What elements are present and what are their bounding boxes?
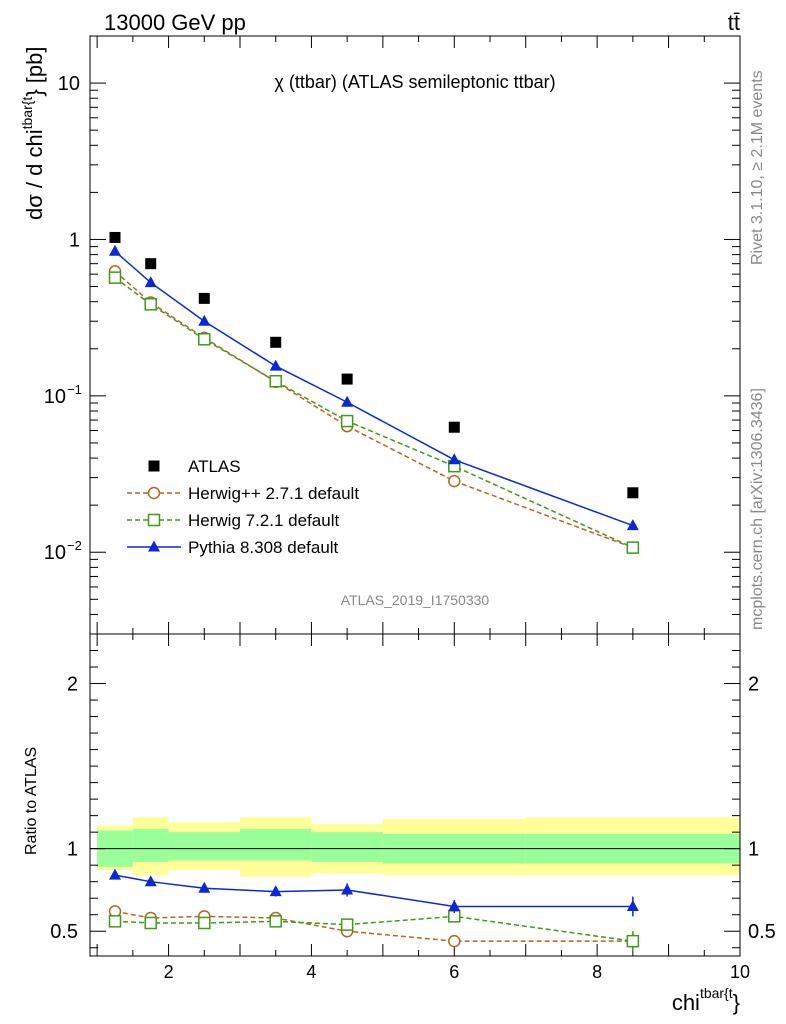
chart-title: χ (ttbar) (ATLAS semileptonic ttbar) xyxy=(274,72,555,92)
series-2-point xyxy=(198,314,211,326)
ratio-series-2-point xyxy=(109,868,121,880)
ratio-frame xyxy=(89,633,741,957)
series-0-point xyxy=(448,474,461,488)
ratio-series-1-point xyxy=(626,934,640,948)
x-tick-label: 10 xyxy=(730,962,750,982)
x-tick-label: 6 xyxy=(449,962,459,982)
ratio-series-line-0 xyxy=(114,910,633,942)
series-1-point xyxy=(269,374,282,388)
series-1-point xyxy=(108,271,122,284)
uncertainty-band-inner xyxy=(240,828,312,861)
atlas-data-point xyxy=(198,292,210,304)
process-label: tt̄ xyxy=(728,10,740,35)
ratio-y-axis-label: Ratio to ATLAS xyxy=(23,747,40,855)
ratio-series-2-point xyxy=(269,885,282,897)
ratio-series-1-point xyxy=(198,916,211,930)
mcplots-url-label: mcplots.cern.ch [arXiv:1306.3436] xyxy=(749,388,766,630)
series-2-point xyxy=(448,453,461,465)
series-1-point xyxy=(198,333,211,346)
y-tick-label: 1 xyxy=(69,229,80,251)
legend-marker-1 xyxy=(147,513,161,527)
x-axis-label: chitbar{t} xyxy=(672,985,740,1015)
y-tick-label: 10 xyxy=(44,386,66,408)
ratio-series-2-point xyxy=(448,899,461,911)
y-tick-label: 10 xyxy=(44,542,66,564)
ratio-series-2-point xyxy=(144,875,157,887)
rivet-version-label: Rivet 3.1.10, ≥ 2.1M events xyxy=(749,70,766,265)
ratio-y-tick-label: 0.5 xyxy=(50,921,78,943)
ratio-series-2-point xyxy=(626,899,639,911)
ratio-series-0-point xyxy=(448,934,461,948)
series-1-point xyxy=(626,541,640,554)
series-2-point xyxy=(109,244,121,256)
atlas-data-point xyxy=(145,258,157,270)
legend-marker-2 xyxy=(148,540,160,552)
ratio-y-tick-label-right: 1 xyxy=(748,839,759,861)
atlas-data-point xyxy=(109,231,121,243)
series-2-point xyxy=(341,395,354,407)
legend-marker-0 xyxy=(147,486,161,500)
atlas-data-point xyxy=(270,336,282,348)
uncertainty-band-inner xyxy=(311,832,383,862)
x-tick-label: 4 xyxy=(306,962,316,982)
legend-marker-atlas xyxy=(148,460,160,472)
ratio-y-tick-label-right: 2 xyxy=(748,674,759,696)
legend-label-0: Herwig++ 2.7.1 default xyxy=(188,484,359,503)
atlas-data-point xyxy=(627,487,639,499)
uncertainty-band-inner xyxy=(132,828,169,862)
ratio-y-tick-label: 1 xyxy=(67,839,78,861)
analysis-id-label: ATLAS_2019_I1750330 xyxy=(341,592,490,608)
y-tick-label: 10 xyxy=(58,73,80,95)
ratio-series-line-1 xyxy=(114,915,633,942)
legend: ATLAS Herwig++ 2.7.1 default Herwig 7.2.1 … xyxy=(127,457,359,557)
ratio-series-2-point xyxy=(341,883,354,895)
series-1-point xyxy=(144,298,157,311)
legend-label-1: Herwig 7.2.1 default xyxy=(188,511,339,530)
ratio-y-tick-label-right: 0.5 xyxy=(748,921,776,943)
y-tick-exponent: −2 xyxy=(67,538,82,553)
legend-label-2: Pythia 8.308 default xyxy=(188,538,339,557)
series-2-point xyxy=(144,276,157,288)
series-line-1 xyxy=(114,277,634,549)
series-2-point xyxy=(626,519,639,531)
ratio-series-line-2 xyxy=(114,874,633,908)
ratio-series-1-point xyxy=(340,918,354,931)
ratio-series-1-point xyxy=(269,915,282,928)
atlas-data-point xyxy=(341,373,353,385)
legend-label-atlas: ATLAS xyxy=(188,457,241,476)
ratio-panel: 2 4 6 8 10 0.5 0.5 1 1 2 2 xyxy=(50,633,776,982)
ratio-series-1-point xyxy=(108,915,122,928)
atlas-data-point xyxy=(448,421,460,433)
ratio-series-2-point xyxy=(198,881,211,893)
x-tick-label: 2 xyxy=(164,962,174,982)
y-axis-label: dσ / d chitbar{t} [pb] xyxy=(19,47,47,221)
x-tick-label: 8 xyxy=(592,962,602,982)
energy-label: 13000 GeV pp xyxy=(104,10,246,35)
series-2-point xyxy=(269,359,282,371)
uncertainty-band-inner xyxy=(168,832,240,861)
series-1-point xyxy=(340,414,354,428)
y-tick-exponent: −1 xyxy=(67,382,82,397)
ratio-series-1-point xyxy=(144,916,157,930)
ratio-y-tick-label: 2 xyxy=(67,674,78,696)
